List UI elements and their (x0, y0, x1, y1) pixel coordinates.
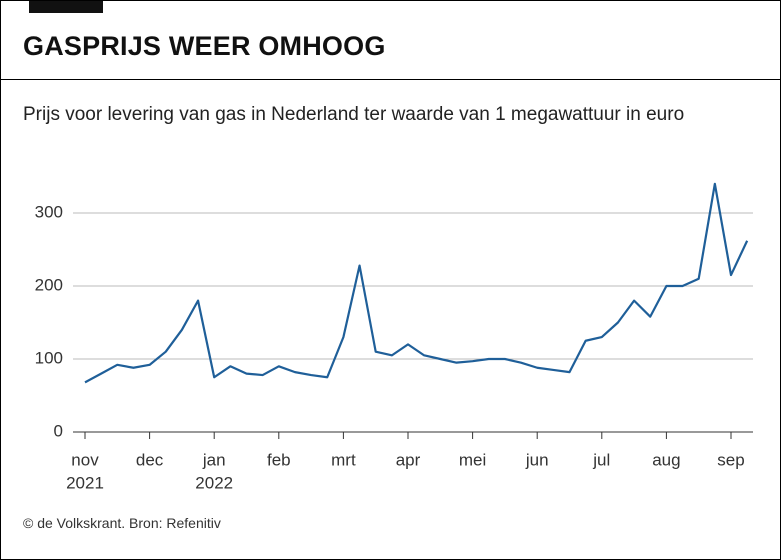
x-tick-label: jan (202, 450, 226, 469)
y-tick-label: 200 (35, 275, 63, 294)
x-tick-label: nov (71, 450, 99, 469)
header-bar (29, 1, 103, 13)
chart-title: GASPRIJS WEER OMHOOG (23, 31, 386, 61)
x-tick-label: feb (267, 450, 291, 469)
chart-subtitle: Prijs voor levering van gas in Nederland… (23, 104, 685, 125)
y-tick-label: 100 (35, 348, 63, 367)
x-tick-label: sep (717, 450, 744, 469)
x-tick-label: apr (396, 450, 421, 469)
header-rule (1, 79, 780, 80)
x-tick-label: jul (592, 450, 610, 469)
data-line (84, 182, 749, 384)
y-tick-label: 0 (54, 421, 63, 440)
source-note: © de Volkskrant. Bron: Refenitiv (23, 515, 221, 531)
x-tick-year: 2021 (66, 473, 104, 492)
x-tick-label: dec (136, 450, 164, 469)
x-tick-label: jun (525, 450, 549, 469)
x-tick-label: mei (459, 450, 486, 469)
y-tick-label: 300 (35, 202, 63, 221)
x-tick-year: 2022 (195, 473, 233, 492)
x-tick-label: mrt (331, 450, 356, 469)
x-tick-label: aug (652, 450, 680, 469)
